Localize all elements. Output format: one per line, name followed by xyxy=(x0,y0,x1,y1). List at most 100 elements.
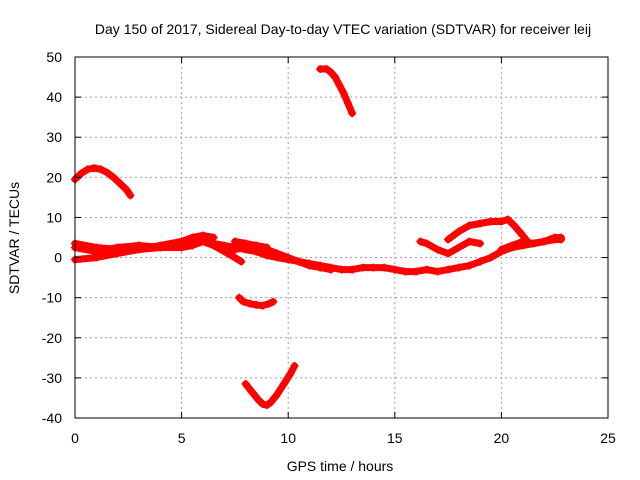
data-point xyxy=(465,221,474,230)
data-point xyxy=(316,263,325,272)
data-point xyxy=(92,247,101,256)
data-point xyxy=(444,265,453,274)
data-point xyxy=(267,397,276,406)
data-point xyxy=(262,245,271,254)
data-point xyxy=(294,257,303,266)
series-trace xyxy=(231,238,335,274)
data-point xyxy=(134,241,143,250)
data-point xyxy=(508,241,517,250)
data-point xyxy=(247,387,256,396)
data-point xyxy=(109,173,118,182)
data-series xyxy=(71,65,566,410)
data-point xyxy=(290,361,299,370)
data-point xyxy=(126,191,135,200)
data-point xyxy=(433,267,442,276)
data-point xyxy=(401,267,410,276)
data-point xyxy=(335,81,344,90)
chart-title: Day 150 of 2017, Sidereal Day-to-day VTE… xyxy=(95,21,591,37)
data-point xyxy=(529,239,538,248)
data-point xyxy=(390,265,399,274)
x-axis-title: GPS time / hours xyxy=(287,458,394,474)
data-point xyxy=(476,239,485,248)
data-point xyxy=(230,253,239,262)
data-point xyxy=(262,401,271,410)
data-point xyxy=(339,89,348,98)
series-trace xyxy=(444,215,533,247)
data-point xyxy=(115,179,124,188)
data-point xyxy=(326,68,335,77)
data-point xyxy=(476,219,485,228)
y-tick-label: -40 xyxy=(42,410,62,426)
data-point xyxy=(156,243,165,252)
y-tick-label: 10 xyxy=(46,209,62,225)
series-band-f xyxy=(416,237,485,258)
data-point xyxy=(122,185,131,194)
data-point xyxy=(326,265,335,274)
data-point xyxy=(337,265,346,274)
data-point xyxy=(331,73,340,82)
y-tick-label: 50 xyxy=(46,49,62,65)
data-point xyxy=(188,241,197,250)
x-tick-label: 10 xyxy=(280,430,296,446)
series-arc-low-short xyxy=(235,293,278,310)
data-point xyxy=(83,165,92,174)
data-point xyxy=(422,239,431,248)
data-point xyxy=(412,267,421,276)
data-point xyxy=(198,237,207,246)
data-point xyxy=(503,215,512,224)
x-tick-label: 5 xyxy=(178,430,186,446)
data-point xyxy=(518,237,527,246)
y-tick-label: 30 xyxy=(46,129,62,145)
data-point xyxy=(465,237,474,246)
data-point xyxy=(444,249,453,258)
y-tick-label: 20 xyxy=(46,169,62,185)
data-point xyxy=(284,253,293,262)
data-point xyxy=(322,65,331,74)
data-point xyxy=(113,243,122,252)
data-point xyxy=(557,233,566,242)
y-tick-label: -10 xyxy=(42,290,62,306)
data-point xyxy=(241,239,250,248)
data-point xyxy=(245,299,254,308)
data-point xyxy=(422,265,431,274)
y-tick-label: 0 xyxy=(54,250,62,266)
data-point xyxy=(254,395,263,404)
data-point xyxy=(269,297,278,306)
data-point xyxy=(380,263,389,272)
data-point xyxy=(454,227,463,236)
data-point xyxy=(273,249,282,258)
data-point xyxy=(454,243,463,252)
y-tick-label: -30 xyxy=(42,370,62,386)
data-point xyxy=(348,265,357,274)
data-point xyxy=(77,169,86,178)
data-point xyxy=(497,217,506,226)
data-point xyxy=(486,217,495,226)
x-tick-label: 20 xyxy=(494,430,510,446)
data-point xyxy=(369,263,378,272)
data-point xyxy=(286,369,295,378)
data-point xyxy=(486,253,495,262)
data-point xyxy=(476,257,485,266)
data-point xyxy=(465,261,474,270)
axis-ticks: 0 5 10 15 20 25 -40 -30 -20 -10 0 10 20 30 40 50 xyxy=(42,49,616,446)
data-point xyxy=(96,165,105,174)
x-tick-label: 15 xyxy=(387,430,403,446)
x-tick-label: 0 xyxy=(71,430,79,446)
x-tick-label: 25 xyxy=(600,430,616,446)
data-point xyxy=(454,263,463,272)
data-point xyxy=(102,168,111,177)
data-point xyxy=(510,221,519,230)
data-point xyxy=(497,245,506,254)
y-axis-title: SDTVAR / TECUs xyxy=(6,182,22,294)
data-point xyxy=(348,109,357,118)
data-point xyxy=(239,297,248,306)
data-point xyxy=(177,243,186,252)
data-point xyxy=(235,293,244,302)
data-point xyxy=(237,257,246,266)
data-point xyxy=(258,399,267,408)
series-band-c xyxy=(71,237,246,266)
data-point xyxy=(265,299,274,308)
data-point xyxy=(258,301,267,310)
series-trace xyxy=(242,362,299,409)
